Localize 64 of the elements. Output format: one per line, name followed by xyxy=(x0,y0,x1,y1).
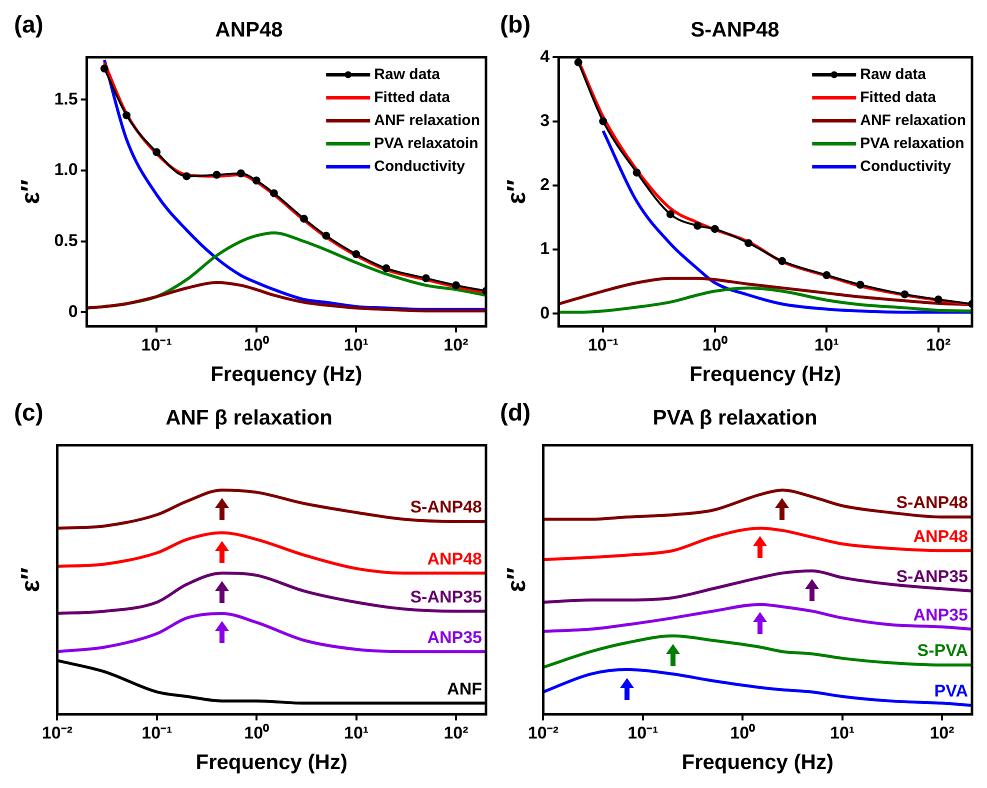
legend-label: Fitted data xyxy=(860,88,937,106)
series-label: ANP48 xyxy=(427,549,482,568)
x-tick-label: 10⁰ xyxy=(244,723,270,742)
y-axis-title: ε″ xyxy=(500,179,531,204)
y-axis-title: ε″ xyxy=(500,567,531,592)
x-tick-label: 10² xyxy=(444,723,469,742)
y-tick-label: 4 xyxy=(540,46,550,66)
legend-label: Raw data xyxy=(860,66,927,83)
series-label: S-ANP48 xyxy=(896,493,968,512)
legend-label: ANF relaxation xyxy=(374,112,480,129)
series-label: ANP35 xyxy=(427,628,482,647)
x-tick-label: 10⁻² xyxy=(528,723,559,742)
series-label: ANF xyxy=(447,679,482,698)
x-axis-title: Frequency (Hz) xyxy=(210,363,362,386)
x-tick-label: 10⁰ xyxy=(244,335,269,354)
x-tick-label: 10⁰ xyxy=(730,723,756,742)
x-tick-label: 10¹ xyxy=(344,335,369,354)
x-axis-title: Frequency (Hz) xyxy=(196,751,348,774)
y-axis-title: ε″ xyxy=(14,567,45,592)
legend-label: PVA relaxation xyxy=(860,134,964,152)
y-tick-label: 0 xyxy=(540,303,550,322)
y-tick-label: 1.0 xyxy=(54,160,78,180)
chart-title: ANP48 xyxy=(215,18,284,42)
legend-label: Conductivity xyxy=(860,158,952,175)
x-tick-label: 10² xyxy=(444,335,469,354)
x-tick-label: 10¹ xyxy=(344,723,369,742)
x-tick-label: 10¹ xyxy=(814,335,840,354)
x-tick-label: 10⁻¹ xyxy=(628,723,659,742)
legend-label: PVA relaxatoin xyxy=(374,134,478,152)
legend-label: Fitted data xyxy=(374,88,451,106)
x-tick-label: 10² xyxy=(926,335,951,354)
y-tick-label: 1 xyxy=(540,239,550,258)
legend-label: ANF relaxation xyxy=(860,112,966,129)
x-axis-title: Frequency (Hz) xyxy=(682,751,834,774)
series-label: S-PVA xyxy=(917,641,968,660)
series-label: S-ANP35 xyxy=(896,567,968,586)
text: (a) xyxy=(14,12,44,39)
series-label: ANP48 xyxy=(913,526,968,546)
x-tick-label: 10¹ xyxy=(830,723,855,742)
chart-title: S-ANP48 xyxy=(690,18,780,42)
series-label: S-ANP48 xyxy=(410,498,482,517)
x-tick-label: 10⁻¹ xyxy=(141,335,172,354)
x-tick-label: 10⁰ xyxy=(702,335,728,354)
x-tick-label: 10² xyxy=(930,723,955,742)
text: (d) xyxy=(500,400,531,427)
series-label: PVA xyxy=(934,682,968,701)
y-axis-title: ε″ xyxy=(14,179,45,204)
y-tick-label: 0.5 xyxy=(54,231,78,250)
y-tick-label: 2 xyxy=(540,175,550,194)
x-tick-label: 10⁻¹ xyxy=(588,335,619,354)
x-axis-title: Frequency (Hz) xyxy=(689,363,842,386)
text: (b) xyxy=(500,12,531,39)
y-tick-label: 0 xyxy=(68,302,78,321)
y-tick-label: 3 xyxy=(540,110,550,130)
x-tick-label: 10⁻² xyxy=(42,723,73,742)
y-tick-label: 1.5 xyxy=(54,89,78,108)
legend-label: Conductivity xyxy=(374,158,466,175)
chart-title: ANF β relaxation xyxy=(166,406,332,430)
x-tick-label: 10⁻¹ xyxy=(142,723,173,742)
chart-title: PVA β relaxation xyxy=(652,406,818,430)
series-label: ANP35 xyxy=(913,605,968,624)
series-label: S-ANP35 xyxy=(410,587,482,606)
text: (c) xyxy=(14,400,44,427)
legend-label: Raw data xyxy=(374,66,441,83)
